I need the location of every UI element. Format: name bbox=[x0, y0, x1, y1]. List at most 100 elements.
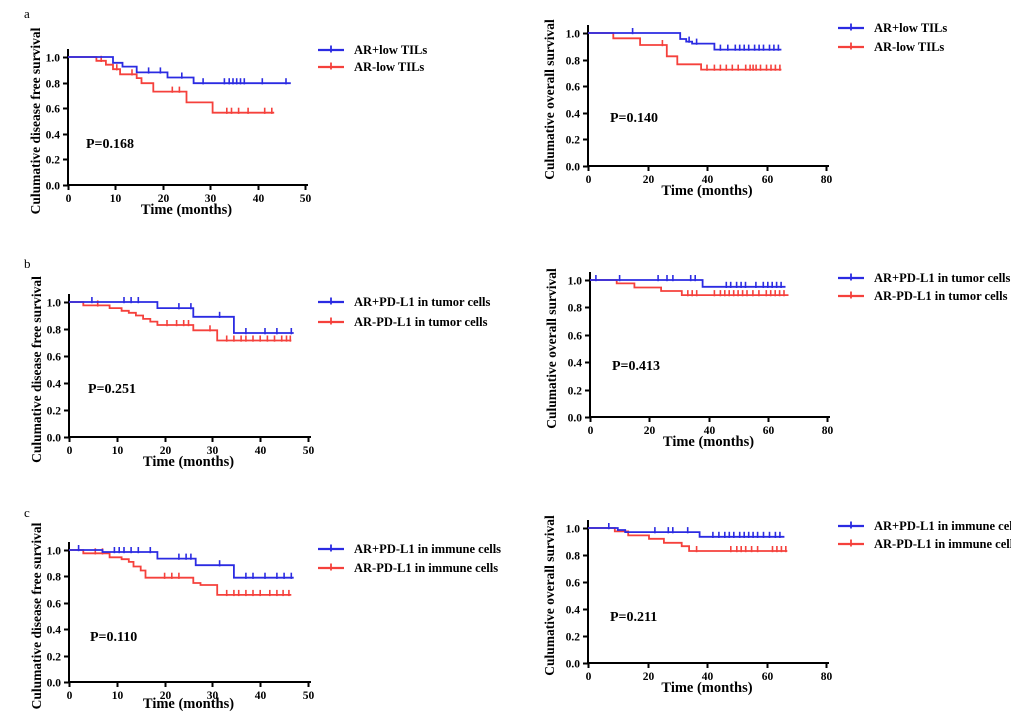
x-axis-title: Time (months) bbox=[663, 434, 754, 450]
legend-label: AR+PD-L1 in tumor cells bbox=[354, 295, 491, 309]
km-plot-svg: 0.0 0.2 0.4 0.6 0.8 1.0 0 10 20 30 40 50 Culumative … bbox=[24, 6, 427, 218]
survival-curve-red bbox=[590, 279, 789, 296]
y-tick-label: 0.0 bbox=[46, 181, 61, 193]
survival-curve-red bbox=[69, 549, 292, 596]
legend-label: AR+low TILs bbox=[874, 21, 947, 35]
x-tick-label: 40 bbox=[704, 425, 716, 437]
km-plot-svg: 0.0 0.2 0.4 0.6 0.8 1.0 0 10 20 30 40 50 Culumative … bbox=[24, 256, 491, 470]
p-value-label: P=0.251 bbox=[88, 382, 136, 397]
y-axis-title: Culumative overall survival bbox=[542, 515, 557, 676]
x-tick-label: 40 bbox=[255, 690, 267, 702]
x-tick-label: 20 bbox=[644, 425, 656, 437]
y-tick-label: 0.2 bbox=[47, 652, 62, 664]
y-tick-label: 0.8 bbox=[568, 303, 583, 315]
legend: AR+low TILs AR-low TILs bbox=[838, 21, 947, 54]
y-tick-label: 0.2 bbox=[46, 155, 61, 167]
y-tick-label: 0.6 bbox=[47, 352, 62, 364]
x-tick-label: 60 bbox=[762, 671, 774, 683]
legend-label: AR+PD-L1 in immune cells bbox=[874, 519, 1011, 533]
x-tick-label: 20 bbox=[160, 690, 172, 702]
y-tick-label: 0.2 bbox=[566, 135, 581, 147]
x-tick-label: 0 bbox=[67, 690, 73, 702]
p-value-label: P=0.140 bbox=[610, 111, 658, 126]
survival-curve-red bbox=[69, 301, 292, 342]
legend: AR+PD-L1 in tumor cells AR-PD-L1 in tumor… bbox=[318, 295, 491, 329]
x-tick-label: 30 bbox=[205, 193, 217, 205]
survival-curve-red bbox=[588, 32, 782, 71]
km-plot-svg: 0.0 0.2 0.4 0.6 0.8 1.0 0 20 40 60 80 Culumative ov… bbox=[542, 19, 947, 199]
legend: AR+PD-L1 in immune cells AR-PD-L1 in immu… bbox=[318, 542, 501, 575]
y-tick-label: 0.0 bbox=[568, 413, 583, 425]
x-axis-title: Time (months) bbox=[143, 454, 234, 470]
x-tick-label: 80 bbox=[821, 174, 833, 186]
panel-letter: b bbox=[24, 256, 31, 271]
y-tick-label: 0.4 bbox=[566, 605, 581, 617]
x-tick-label: 30 bbox=[207, 690, 219, 702]
x-tick-label: 20 bbox=[643, 671, 655, 683]
x-tick-label: 30 bbox=[207, 445, 219, 457]
survival-curve-blue bbox=[69, 549, 294, 579]
x-tick-label: 0 bbox=[588, 425, 594, 437]
x-tick-label: 20 bbox=[160, 445, 172, 457]
survival-curve-blue bbox=[588, 32, 782, 51]
panel-letter: c bbox=[24, 505, 30, 520]
y-axis-title: Culumative overall survival bbox=[542, 19, 557, 180]
km-plot-svg: 0.0 0.2 0.4 0.6 0.8 1.0 0 20 40 60 80 Culumative ov… bbox=[542, 515, 1011, 696]
survival-curve-blue bbox=[68, 56, 291, 85]
panel-a-os: 0.0 0.2 0.4 0.6 0.8 1.0 0 20 40 60 80 Culumative ov… bbox=[505, 0, 1011, 245]
x-tick-label: 60 bbox=[762, 174, 774, 186]
x-axis-title: Time (months) bbox=[141, 202, 232, 218]
y-tick-label: 1.0 bbox=[47, 298, 62, 310]
x-tick-label: 80 bbox=[821, 671, 833, 683]
x-tick-label: 0 bbox=[586, 174, 592, 186]
p-value-label: P=0.211 bbox=[610, 610, 657, 625]
y-tick-label: 0.4 bbox=[568, 358, 583, 370]
x-tick-label: 80 bbox=[822, 425, 834, 437]
legend-label: AR+low TILs bbox=[354, 43, 427, 57]
y-tick-label: 0.0 bbox=[566, 659, 581, 671]
x-axis-title: Time (months) bbox=[661, 680, 752, 696]
x-tick-label: 0 bbox=[586, 671, 592, 683]
x-axis-title: Time (months) bbox=[661, 183, 752, 199]
y-tick-label: 0.4 bbox=[47, 379, 62, 391]
y-tick-label: 0.8 bbox=[566, 551, 581, 563]
x-tick-label: 40 bbox=[702, 671, 714, 683]
y-tick-label: 1.0 bbox=[566, 29, 581, 41]
p-value-label: P=0.413 bbox=[612, 359, 660, 374]
legend-label: AR-PD-L1 in tumor cells bbox=[354, 315, 488, 329]
x-axis-title: Time (months) bbox=[143, 696, 234, 712]
x-tick-label: 60 bbox=[763, 425, 775, 437]
panel-c-os: 0.0 0.2 0.4 0.6 0.8 1.0 0 20 40 60 80 Culumative ov… bbox=[505, 485, 1011, 724]
x-tick-label: 20 bbox=[643, 174, 655, 186]
panel-letter: a bbox=[24, 6, 30, 21]
x-tick-label: 50 bbox=[300, 193, 312, 205]
x-tick-label: 10 bbox=[112, 690, 124, 702]
survival-curve-blue bbox=[590, 279, 786, 288]
survival-curve-blue bbox=[588, 527, 785, 538]
y-tick-label: 0.2 bbox=[47, 406, 62, 418]
y-tick-label: 0.6 bbox=[47, 599, 62, 611]
p-value-label: P=0.110 bbox=[90, 630, 137, 645]
y-tick-label: 1.0 bbox=[46, 53, 61, 65]
y-tick-label: 0.6 bbox=[568, 331, 583, 343]
x-tick-label: 10 bbox=[112, 445, 124, 457]
y-tick-label: 0.0 bbox=[47, 433, 62, 445]
x-tick-label: 40 bbox=[702, 174, 714, 186]
y-tick-label: 0.6 bbox=[566, 578, 581, 590]
x-tick-label: 0 bbox=[66, 193, 72, 205]
panel-c-dfs: 0.0 0.2 0.4 0.6 0.8 1.0 0 10 20 30 40 50 Culumative … bbox=[0, 485, 505, 724]
survival-curve-red bbox=[588, 527, 788, 552]
legend: AR+PD-L1 in tumor cells AR-PD-L1 in tumor… bbox=[838, 271, 1011, 303]
panel-b-os: 0.0 0.2 0.4 0.6 0.8 1.0 0 20 40 60 80 Culumative ov… bbox=[505, 240, 1011, 490]
y-tick-label: 0.4 bbox=[566, 109, 581, 121]
y-tick-label: 0.6 bbox=[46, 104, 61, 116]
legend: AR+PD-L1 in immune cells AR-PD-L1 in immu… bbox=[838, 519, 1011, 551]
panel-a-dfs: 0.0 0.2 0.4 0.6 0.8 1.0 0 10 20 30 40 50 Culumative … bbox=[0, 0, 505, 245]
legend-label: AR-low TILs bbox=[874, 40, 944, 54]
panel-b-dfs: 0.0 0.2 0.4 0.6 0.8 1.0 0 10 20 30 40 50 Culumative … bbox=[0, 240, 505, 490]
km-plot-svg: 0.0 0.2 0.4 0.6 0.8 1.0 0 10 20 30 40 50 Culumative … bbox=[24, 505, 501, 712]
survival-curve-red bbox=[68, 56, 275, 114]
survival-curve-blue bbox=[69, 301, 294, 334]
x-tick-label: 20 bbox=[158, 193, 170, 205]
